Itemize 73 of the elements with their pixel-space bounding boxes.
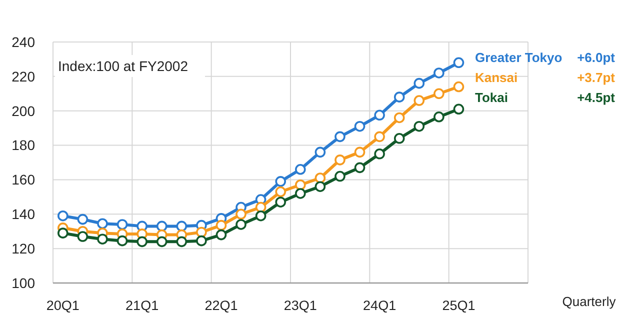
point	[414, 95, 425, 106]
y-tick-label: 200	[12, 102, 36, 119]
series-label: Greater Tokyo	[475, 50, 562, 65]
point	[334, 154, 346, 166]
y-tick-label: 140	[12, 206, 36, 222]
point	[97, 234, 108, 245]
point	[414, 120, 425, 132]
x-tick-label: 25Q1	[442, 298, 476, 313]
point	[294, 164, 306, 175]
y-tick-label: 240	[12, 34, 36, 50]
point	[314, 172, 326, 184]
point	[394, 92, 405, 102]
point	[354, 146, 366, 158]
point	[275, 176, 286, 187]
point	[453, 104, 464, 115]
x-axis-title: Quarterly	[562, 294, 616, 309]
point	[354, 120, 366, 132]
series-label: Tokai	[475, 90, 508, 105]
y-tick-label: 100	[12, 274, 36, 291]
point	[255, 202, 266, 213]
point	[236, 208, 246, 220]
point	[394, 112, 405, 124]
x-tick-label: 21Q1	[126, 298, 159, 313]
point	[434, 88, 444, 100]
point	[414, 78, 425, 89]
x-tick-label: 20Q1	[46, 298, 80, 313]
series-label: Kansai	[475, 70, 518, 85]
point	[57, 228, 68, 238]
point	[116, 235, 128, 246]
point	[434, 68, 444, 78]
y-tick-label: 120	[12, 240, 36, 256]
y-tick-label: 220	[12, 68, 36, 84]
point	[374, 110, 385, 121]
point	[156, 236, 168, 248]
point	[136, 236, 148, 248]
y-tick-label: 160	[12, 172, 36, 188]
y-tick-label: 180	[12, 137, 36, 154]
point	[255, 210, 266, 222]
point	[216, 220, 227, 231]
text: +6.0pt	[577, 50, 616, 65]
point	[434, 111, 444, 122]
point	[176, 220, 188, 232]
point	[176, 236, 188, 248]
point	[275, 186, 286, 198]
x-tick-label: 24Q1	[363, 298, 396, 313]
point	[275, 196, 286, 208]
point	[77, 231, 88, 242]
point	[334, 131, 346, 142]
point	[374, 131, 385, 142]
text: +4.5pt	[577, 90, 616, 105]
point	[116, 219, 128, 230]
x-tick-label: 22Q1	[204, 298, 238, 313]
text: +3.7pt	[577, 70, 616, 85]
point	[156, 220, 168, 232]
point	[294, 179, 306, 190]
point	[374, 148, 385, 160]
point	[354, 162, 366, 174]
point	[196, 235, 207, 246]
point	[314, 181, 326, 192]
point	[394, 133, 405, 144]
point	[294, 188, 306, 199]
point	[314, 146, 326, 158]
point	[453, 57, 464, 68]
point	[453, 81, 464, 92]
point	[57, 210, 68, 222]
x-tick-label: 23Q1	[284, 298, 317, 313]
point	[236, 219, 246, 230]
point	[216, 229, 227, 240]
point	[77, 214, 88, 225]
point	[196, 226, 207, 238]
point	[334, 170, 346, 182]
point	[97, 218, 108, 230]
annotation: Index:100 at FY2002	[58, 58, 188, 74]
